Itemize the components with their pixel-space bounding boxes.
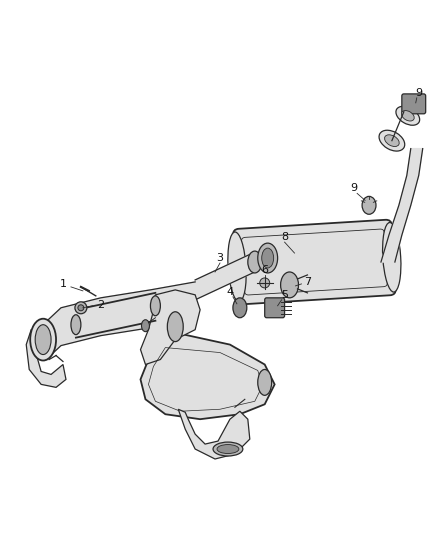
Ellipse shape [401,110,414,121]
Polygon shape [46,282,195,360]
Text: 4: 4 [226,287,233,297]
Ellipse shape [382,223,401,292]
Polygon shape [26,328,66,387]
Polygon shape [381,149,423,262]
Text: 2: 2 [97,300,104,310]
Text: 3: 3 [216,253,223,263]
Polygon shape [76,293,155,337]
Ellipse shape [30,319,56,360]
Text: 9: 9 [415,88,422,98]
Text: 1: 1 [60,279,67,289]
FancyBboxPatch shape [402,94,426,114]
Ellipse shape [78,305,84,311]
Ellipse shape [228,232,246,302]
Text: 9: 9 [350,183,358,193]
Text: 6: 6 [261,265,268,275]
Text: 7: 7 [304,277,311,287]
Ellipse shape [141,320,149,332]
Ellipse shape [213,442,243,456]
Ellipse shape [258,243,278,273]
FancyBboxPatch shape [265,298,285,318]
Ellipse shape [35,325,51,354]
Ellipse shape [150,296,160,316]
Ellipse shape [233,298,247,318]
Text: 8: 8 [281,232,288,242]
Text: 5: 5 [281,290,288,300]
Ellipse shape [258,369,272,395]
Ellipse shape [281,272,298,298]
Polygon shape [178,409,250,459]
Ellipse shape [362,196,376,214]
Ellipse shape [379,130,405,151]
Polygon shape [141,333,275,419]
Ellipse shape [75,302,87,314]
Polygon shape [141,290,200,365]
Ellipse shape [260,278,270,288]
Ellipse shape [262,248,274,268]
Ellipse shape [248,251,262,273]
FancyBboxPatch shape [233,220,396,304]
Ellipse shape [71,315,81,335]
Ellipse shape [167,312,183,342]
Ellipse shape [217,445,239,454]
Ellipse shape [396,107,420,125]
Ellipse shape [385,135,399,147]
Polygon shape [195,252,255,300]
